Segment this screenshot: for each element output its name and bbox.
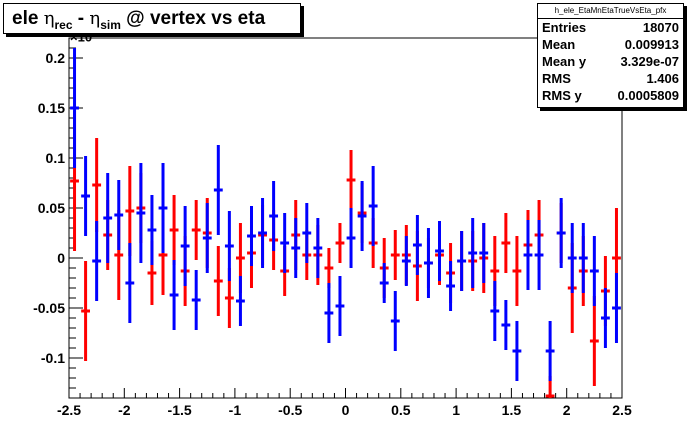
stats-row: RMS 1.406 bbox=[542, 71, 679, 86]
x-tick-label: 1 bbox=[452, 402, 460, 418]
x-tick-label: 2 bbox=[563, 402, 571, 418]
stats-row: Entries 18070 bbox=[542, 20, 679, 35]
x-tick-label: -1 bbox=[229, 402, 242, 418]
y-tick-label: 0 bbox=[57, 250, 65, 266]
y-tick-label: 0.1 bbox=[46, 150, 66, 166]
x-tick-label: -1.5 bbox=[168, 402, 192, 418]
y-tick-label: 0.15 bbox=[38, 100, 65, 116]
stats-histogram-name: h_ele_EtaMnEtaTrueVsEta_pfx bbox=[538, 4, 683, 19]
stats-row: Mean 0.009913 bbox=[542, 37, 679, 52]
x-tick-label: 0.5 bbox=[391, 402, 411, 418]
y-tick-label: 0.2 bbox=[46, 50, 66, 66]
stats-row: RMS y 0.0005809 bbox=[542, 88, 679, 103]
x-tick-label: 1.5 bbox=[502, 402, 522, 418]
y-tick-label: 0.05 bbox=[38, 200, 65, 216]
y-tick-label: -0.05 bbox=[33, 300, 65, 316]
x-tick-label: 2.5 bbox=[612, 402, 632, 418]
x-tick-label: -2 bbox=[118, 402, 131, 418]
plot-title: ele ηrec - ηsim @ vertex vs eta bbox=[3, 3, 301, 34]
x-tick-label: -0.5 bbox=[278, 402, 302, 418]
stats-box: h_ele_EtaMnEtaTrueVsEta_pfx Entries 18070… bbox=[537, 3, 684, 108]
stats-row: Mean y 3.329e-07 bbox=[542, 54, 679, 69]
y-tick-label: -0.1 bbox=[41, 350, 65, 366]
axis-ticks: -2.5 -2 -1.5 -1 -0.5 0 0.5 1 1.5 2 2.5 -0.1 -0.05 0 0.… bbox=[33, 47, 632, 418]
x-tick-label: 0 bbox=[342, 402, 350, 418]
x-tick-label: -2.5 bbox=[57, 402, 81, 418]
data-points bbox=[70, 48, 621, 398]
series-1 bbox=[70, 48, 621, 381]
